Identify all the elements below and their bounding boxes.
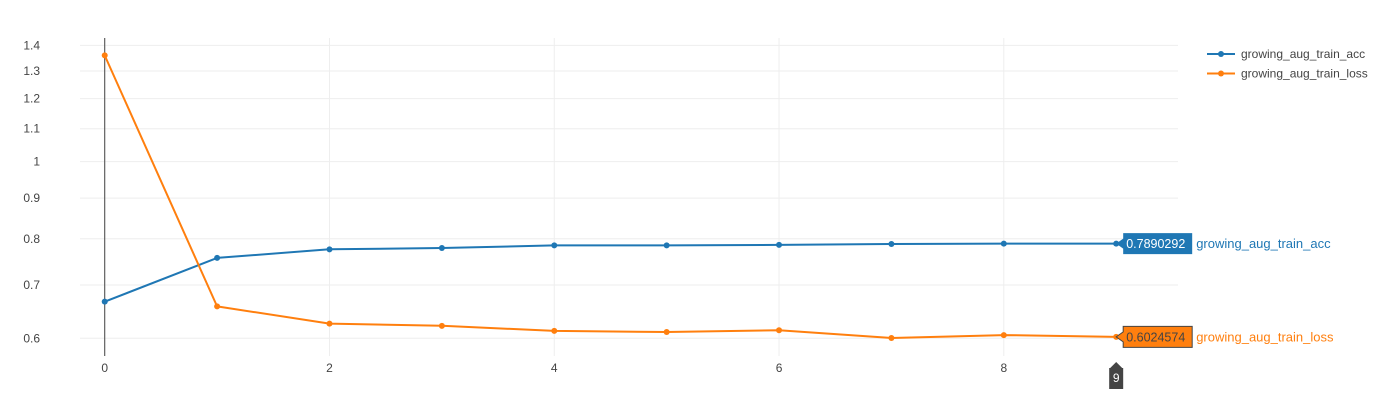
data-point bbox=[888, 241, 895, 248]
data-point bbox=[214, 254, 221, 261]
y-tick-label: 1.2 bbox=[23, 92, 40, 106]
data-point bbox=[438, 322, 445, 329]
data-point bbox=[101, 52, 108, 59]
hover-label-box bbox=[1116, 233, 1193, 255]
y-tick-label: 1.3 bbox=[23, 64, 40, 78]
hover-label-name: growing_aug_train_acc bbox=[1196, 236, 1331, 251]
data-point bbox=[663, 328, 670, 335]
data-point bbox=[776, 241, 783, 248]
data-point bbox=[551, 242, 558, 249]
data-point bbox=[663, 242, 670, 249]
y-tick-label: 1.4 bbox=[23, 38, 40, 52]
data-point bbox=[551, 327, 558, 334]
data-point bbox=[776, 327, 783, 334]
y-tick-label: 0.9 bbox=[23, 191, 40, 205]
legend-swatch-marker bbox=[1218, 70, 1224, 77]
hover-label-value: 0.7890292 bbox=[1126, 237, 1185, 251]
x-tick-label: 2 bbox=[326, 361, 333, 375]
data-point bbox=[101, 298, 108, 305]
y-tick-label: 1 bbox=[33, 155, 40, 169]
data-point bbox=[1000, 240, 1007, 247]
hover-x-label-box bbox=[1109, 362, 1124, 389]
series-line-growing_aug_train_loss bbox=[103, 54, 1117, 339]
hover-x-label: 9 bbox=[1113, 371, 1120, 385]
y-tick-label: 0.7 bbox=[23, 278, 40, 292]
hover-label-value: 0.6024574 bbox=[1126, 330, 1185, 344]
x-tick-label: 6 bbox=[776, 361, 783, 375]
data-point bbox=[438, 245, 445, 252]
y-tick-label: 0.8 bbox=[23, 232, 40, 246]
data-point bbox=[1000, 332, 1007, 339]
hover-label-box bbox=[1115, 325, 1193, 348]
x-tick-label: 8 bbox=[1000, 361, 1007, 375]
y-tick-label: 1.1 bbox=[23, 122, 40, 136]
data-point bbox=[326, 246, 333, 253]
data-point bbox=[326, 320, 333, 327]
legend-swatch-marker bbox=[1218, 51, 1224, 57]
data-point bbox=[888, 334, 895, 341]
series-line-growing_aug_train_acc bbox=[104, 242, 1117, 303]
legend-label: growing_aug_train_loss bbox=[1241, 67, 1368, 81]
y-tick-label: 0.6 bbox=[23, 331, 40, 345]
data-point bbox=[214, 303, 221, 310]
x-tick-label: 0 bbox=[101, 361, 108, 375]
x-tick-label: 4 bbox=[551, 361, 558, 375]
legend-label: growing_aug_train_acc bbox=[1241, 47, 1365, 61]
hover-label-name: growing_aug_train_loss bbox=[1196, 329, 1334, 344]
